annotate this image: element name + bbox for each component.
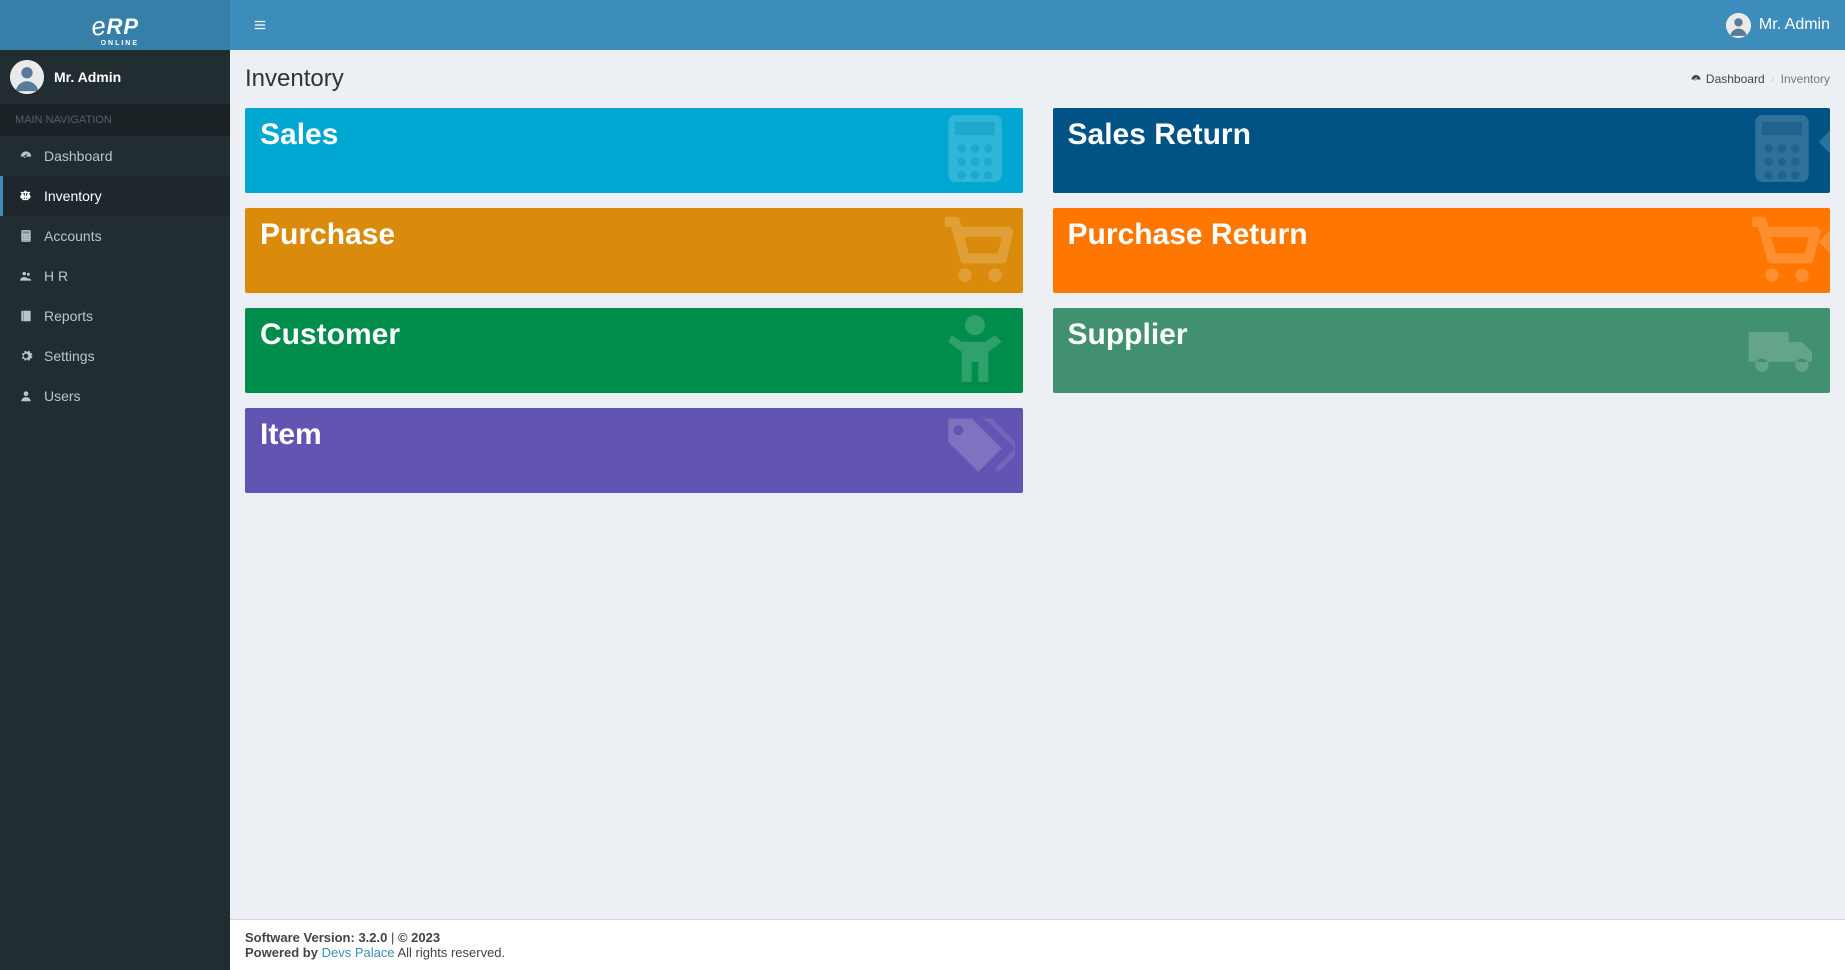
truck-icon <box>1742 308 1822 393</box>
tile-sales[interactable]: Sales <box>245 108 1023 193</box>
tile-grid: Sales Sales Return Purchase Purchase Return… <box>245 108 1830 493</box>
user-name: Mr. Admin <box>1759 16 1830 34</box>
hamburger-icon <box>253 18 267 32</box>
top-header: eRP ONLINE Mr. Admin <box>0 0 1845 50</box>
tile-label: Sales <box>260 118 1008 152</box>
gear-icon <box>18 349 34 363</box>
tile-label: Purchase Return <box>1068 218 1816 252</box>
nav-item-label: Settings <box>44 348 95 364</box>
logo[interactable]: eRP ONLINE <box>0 0 230 50</box>
user-icon <box>18 389 34 403</box>
breadcrumb: Dashboard › Inventory <box>1690 72 1830 86</box>
tile-label: Sales Return <box>1068 118 1816 152</box>
nav-header: MAIN NAVIGATION <box>0 104 230 136</box>
tile-customer[interactable]: Customer <box>245 308 1023 393</box>
nav-item-users[interactable]: Users <box>0 376 230 416</box>
avatar-icon <box>10 60 44 94</box>
calculator-icon <box>935 108 1015 193</box>
dashboard-icon <box>18 149 34 163</box>
nav-item-label: Dashboard <box>44 148 113 164</box>
breadcrumb-current: Inventory <box>1781 72 1830 86</box>
avatar-icon <box>1726 13 1751 38</box>
sidebar: Mr. Admin MAIN NAVIGATION Dashboard Inven… <box>0 50 230 970</box>
users-icon <box>18 269 34 283</box>
tile-label: Supplier <box>1068 318 1816 352</box>
nav-item-inventory[interactable]: Inventory <box>0 176 230 216</box>
powered-by-link[interactable]: Devs Palace <box>322 945 395 960</box>
tile-label: Purchase <box>260 218 1008 252</box>
tile-item[interactable]: Item <box>245 408 1023 493</box>
nav: Dashboard Inventory Accounts H R Reports Sett… <box>0 136 230 416</box>
nav-item-label: Accounts <box>44 228 102 244</box>
cart-icon <box>935 208 1015 293</box>
tile-supplier[interactable]: Supplier <box>1053 308 1831 393</box>
content-header: Inventory Dashboard › Inventory <box>230 50 1845 108</box>
tile-label: Item <box>260 418 1008 452</box>
nav-item-reports[interactable]: Reports <box>0 296 230 336</box>
nav-item-dashboard[interactable]: Dashboard <box>0 136 230 176</box>
sidebar-user-name: Mr. Admin <box>54 69 121 85</box>
content: Inventory Dashboard › Inventory SalesSal… <box>230 50 1845 970</box>
nav-item-accounts[interactable]: Accounts <box>0 216 230 256</box>
tags-icon <box>935 408 1015 493</box>
dashboard-icon <box>1690 73 1702 85</box>
nav-item-label: H R <box>44 268 68 284</box>
nav-item-settings[interactable]: Settings <box>0 336 230 376</box>
cart-icon <box>1742 208 1822 293</box>
tile-sales-return[interactable]: Sales Return <box>1053 108 1831 193</box>
book-icon <box>18 309 34 323</box>
page-title: Inventory <box>245 65 344 93</box>
sidebar-user-panel: Mr. Admin <box>0 50 230 104</box>
nav-item-label: Reports <box>44 308 93 324</box>
nav-item-h-r[interactable]: H R <box>0 256 230 296</box>
person-icon <box>935 308 1015 393</box>
calculator-icon <box>1742 108 1822 193</box>
tile-purchase[interactable]: Purchase <box>245 208 1023 293</box>
nav-item-label: Inventory <box>44 188 102 204</box>
calculator-icon <box>18 229 34 243</box>
footer: Software Version: 3.2.0 | © 2023 Powered… <box>230 919 1845 970</box>
breadcrumb-root[interactable]: Dashboard <box>1690 72 1765 86</box>
tile-label: Customer <box>260 318 1008 352</box>
user-menu[interactable]: Mr. Admin <box>1726 13 1830 38</box>
nav-item-label: Users <box>44 388 81 404</box>
tile-purchase-return[interactable]: Purchase Return <box>1053 208 1831 293</box>
balance-icon <box>18 189 34 203</box>
sidebar-toggle[interactable] <box>245 10 275 40</box>
